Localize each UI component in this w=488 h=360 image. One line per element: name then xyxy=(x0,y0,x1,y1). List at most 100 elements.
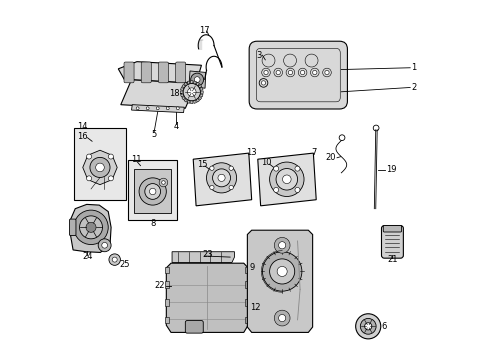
Circle shape xyxy=(146,107,149,110)
Text: 5: 5 xyxy=(151,130,157,139)
Circle shape xyxy=(206,163,236,193)
FancyBboxPatch shape xyxy=(141,62,151,83)
Circle shape xyxy=(90,157,110,177)
Polygon shape xyxy=(182,84,185,88)
Text: 7: 7 xyxy=(310,148,316,157)
Polygon shape xyxy=(82,150,117,185)
Circle shape xyxy=(261,68,270,77)
Text: 21: 21 xyxy=(386,255,397,264)
Circle shape xyxy=(86,222,96,232)
Circle shape xyxy=(274,310,289,326)
Bar xyxy=(164,281,169,288)
Circle shape xyxy=(273,188,278,193)
Bar xyxy=(244,267,249,273)
Circle shape xyxy=(287,70,292,75)
Circle shape xyxy=(98,239,111,252)
Circle shape xyxy=(194,77,200,82)
FancyBboxPatch shape xyxy=(158,62,168,83)
Circle shape xyxy=(273,68,282,77)
FancyBboxPatch shape xyxy=(185,320,203,333)
Circle shape xyxy=(278,315,285,321)
Circle shape xyxy=(176,107,179,110)
Circle shape xyxy=(212,169,230,187)
Circle shape xyxy=(274,237,289,253)
Circle shape xyxy=(162,181,165,184)
Circle shape xyxy=(80,216,102,239)
Circle shape xyxy=(136,107,139,110)
Circle shape xyxy=(305,54,317,67)
FancyBboxPatch shape xyxy=(69,219,76,235)
Text: 10: 10 xyxy=(261,158,271,167)
FancyBboxPatch shape xyxy=(383,226,401,232)
Text: 13: 13 xyxy=(246,148,256,157)
Circle shape xyxy=(228,166,233,170)
Circle shape xyxy=(108,176,113,181)
Polygon shape xyxy=(247,230,312,332)
Polygon shape xyxy=(183,82,187,86)
Polygon shape xyxy=(257,153,316,206)
Circle shape xyxy=(149,188,156,195)
Circle shape xyxy=(277,266,286,276)
Circle shape xyxy=(269,162,304,197)
Polygon shape xyxy=(183,99,187,102)
Text: 4: 4 xyxy=(173,122,179,131)
Polygon shape xyxy=(166,263,247,332)
Bar xyxy=(128,160,177,220)
Circle shape xyxy=(262,252,301,291)
Circle shape xyxy=(108,154,113,159)
Circle shape xyxy=(144,184,160,199)
Text: 22: 22 xyxy=(154,281,164,290)
Circle shape xyxy=(312,70,316,75)
Circle shape xyxy=(209,166,214,170)
Circle shape xyxy=(190,73,203,86)
Circle shape xyxy=(261,81,265,85)
Circle shape xyxy=(228,185,233,190)
Text: 18: 18 xyxy=(169,89,180,98)
Circle shape xyxy=(74,210,108,244)
Polygon shape xyxy=(190,101,193,104)
Polygon shape xyxy=(187,100,190,103)
Polygon shape xyxy=(182,96,185,100)
Bar xyxy=(74,128,126,200)
Polygon shape xyxy=(196,99,199,102)
Bar xyxy=(244,299,249,306)
Circle shape xyxy=(156,107,159,110)
Polygon shape xyxy=(131,105,184,113)
Text: 14: 14 xyxy=(77,122,87,131)
Polygon shape xyxy=(196,82,199,86)
Circle shape xyxy=(166,107,169,110)
FancyBboxPatch shape xyxy=(381,226,403,258)
Circle shape xyxy=(269,259,294,284)
Text: 2: 2 xyxy=(410,83,415,92)
Text: 20: 20 xyxy=(325,153,336,162)
Circle shape xyxy=(259,78,267,87)
Text: 19: 19 xyxy=(386,166,396,175)
Circle shape xyxy=(183,84,200,101)
Text: 11: 11 xyxy=(131,155,141,164)
Circle shape xyxy=(278,242,285,249)
Circle shape xyxy=(298,68,306,77)
Circle shape xyxy=(285,68,294,77)
Polygon shape xyxy=(193,100,196,103)
Polygon shape xyxy=(172,252,234,262)
Polygon shape xyxy=(199,87,203,90)
Polygon shape xyxy=(118,62,201,83)
Circle shape xyxy=(139,178,166,205)
Circle shape xyxy=(360,319,375,334)
Circle shape xyxy=(187,88,196,96)
Bar xyxy=(164,299,169,306)
Text: 9: 9 xyxy=(249,264,255,273)
Circle shape xyxy=(276,168,297,190)
FancyBboxPatch shape xyxy=(249,41,346,109)
Circle shape xyxy=(294,166,299,171)
Text: 25: 25 xyxy=(119,260,129,269)
Polygon shape xyxy=(198,84,202,88)
Bar xyxy=(164,317,169,323)
Text: 3: 3 xyxy=(256,51,261,60)
Circle shape xyxy=(273,166,278,171)
Polygon shape xyxy=(193,153,251,206)
Polygon shape xyxy=(190,81,193,84)
Circle shape xyxy=(262,54,274,67)
Circle shape xyxy=(112,257,117,262)
Polygon shape xyxy=(193,81,196,84)
